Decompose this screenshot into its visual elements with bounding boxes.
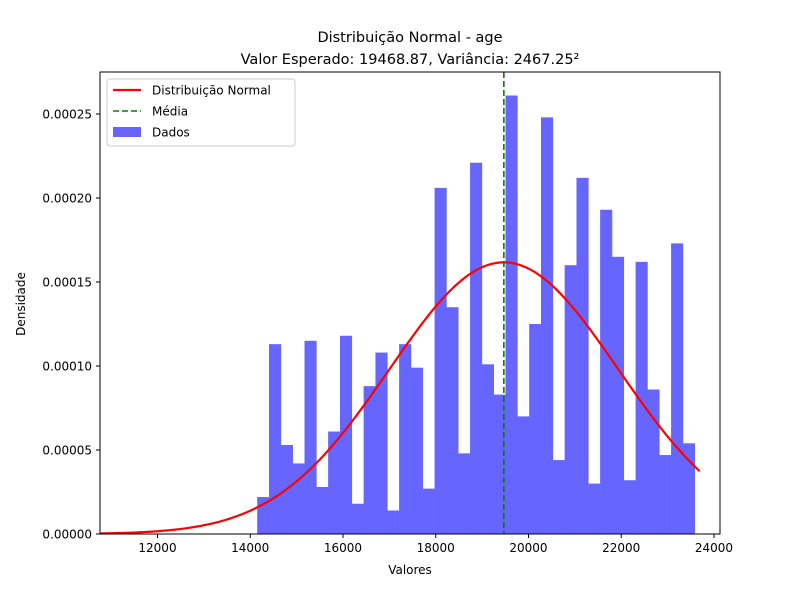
chart-subtitle: Valor Esperado: 19468.87, Variância: 246… [241, 52, 580, 68]
x-tick-label: 18000 [417, 541, 455, 555]
histogram-bar [611, 256, 625, 534]
histogram-bar [363, 386, 376, 534]
histogram-bar [552, 460, 565, 534]
x-tick-label: 12000 [138, 541, 176, 555]
legend-histogram-label: Dados [152, 126, 190, 140]
histogram-bar [470, 162, 483, 534]
histogram-bar [481, 364, 494, 534]
y-tick-label: 0.00000 [42, 528, 92, 542]
histogram-bar [422, 488, 435, 534]
x-tick-label: 14000 [231, 541, 269, 555]
histogram-bar [493, 394, 506, 534]
y-tick-label: 0.00025 [42, 108, 92, 122]
x-tick-label: 16000 [324, 541, 362, 555]
histogram-bar [541, 117, 554, 535]
histogram-bar [434, 187, 447, 535]
histogram-bar [328, 431, 341, 534]
histogram-bar [600, 209, 613, 534]
histogram-bar [588, 483, 601, 534]
histogram-bar [387, 510, 400, 534]
histogram-bars [257, 95, 696, 535]
histogram-bar [576, 177, 589, 534]
histogram-bar [446, 307, 459, 534]
histogram-bar [517, 416, 530, 534]
y-tick-label: 0.00015 [42, 276, 92, 290]
x-axis-label: Valores [388, 563, 432, 577]
histogram-bar [458, 453, 471, 534]
y-tick-label: 0.00005 [42, 444, 92, 458]
legend-box [106, 78, 296, 147]
legend-mean-label: Média [152, 105, 188, 119]
histogram-bar [505, 95, 518, 535]
histogram-bar [304, 340, 317, 534]
y-axis: 0.00000 0.00005 0.00010 0.00015 0.00020 0.000… [42, 108, 100, 542]
histogram-bar [623, 480, 636, 534]
x-tick-label: 22000 [602, 541, 640, 555]
histogram-bar [647, 389, 660, 534]
histogram-bar [410, 367, 424, 534]
y-tick-label: 0.00020 [42, 192, 92, 206]
x-tick-label: 20000 [509, 541, 547, 555]
y-tick-label: 0.00010 [42, 360, 92, 374]
histogram-bar [564, 265, 577, 534]
legend-histogram-swatch [113, 127, 141, 137]
plot-frame [99, 71, 721, 535]
normal-curve-line [99, 261, 701, 535]
histogram-bar [316, 486, 329, 534]
histogram-bar [375, 352, 388, 534]
x-axis: 12000 14000 16000 18000 20000 22000 24000 [138, 534, 733, 555]
histogram-bar [399, 344, 412, 534]
y-axis-label: Densidade [14, 272, 28, 336]
histogram-bar [351, 503, 364, 534]
histogram-bar [671, 243, 684, 535]
histogram-bar [339, 335, 353, 534]
histogram-bar [269, 344, 282, 534]
legend: Distribuição Normal Média Dados [106, 78, 296, 147]
histogram-bar [529, 324, 542, 534]
histogram-bar [659, 455, 672, 534]
histogram-bar [682, 443, 696, 534]
histogram-bar [635, 261, 648, 534]
chart-title: Distribuição Normal - age [317, 30, 502, 46]
normal-curve-layer [99, 261, 701, 535]
histogram-bar [292, 463, 305, 534]
x-tick-label: 24000 [695, 541, 733, 555]
legend-normal-curve-label: Distribuição Normal [152, 84, 271, 98]
